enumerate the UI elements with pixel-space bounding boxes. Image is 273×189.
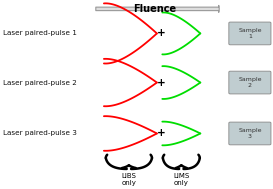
Text: LIMS
only: LIMS only	[173, 174, 189, 187]
Text: Laser paired-pulse 1: Laser paired-pulse 1	[3, 30, 77, 36]
Text: Sample
3: Sample 3	[238, 128, 262, 139]
Text: Laser paired-pulse 2: Laser paired-pulse 2	[3, 80, 77, 86]
Text: Sample
1: Sample 1	[238, 28, 262, 39]
Text: Sample
2: Sample 2	[238, 77, 262, 88]
FancyBboxPatch shape	[229, 22, 271, 45]
FancyBboxPatch shape	[229, 122, 271, 145]
Text: +: +	[157, 77, 165, 88]
Text: +: +	[157, 129, 165, 139]
Text: Fluence: Fluence	[133, 4, 176, 14]
Text: LIBS
only: LIBS only	[121, 174, 136, 187]
Text: Laser paired-pulse 3: Laser paired-pulse 3	[3, 130, 77, 136]
Text: +: +	[157, 28, 165, 38]
FancyBboxPatch shape	[229, 71, 271, 94]
